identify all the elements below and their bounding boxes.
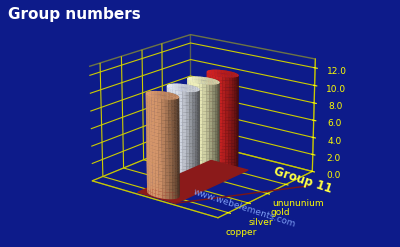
Text: Group numbers: Group numbers bbox=[8, 7, 141, 22]
Text: Group 11: Group 11 bbox=[272, 165, 334, 196]
Text: www.webelements.com: www.webelements.com bbox=[192, 187, 297, 229]
